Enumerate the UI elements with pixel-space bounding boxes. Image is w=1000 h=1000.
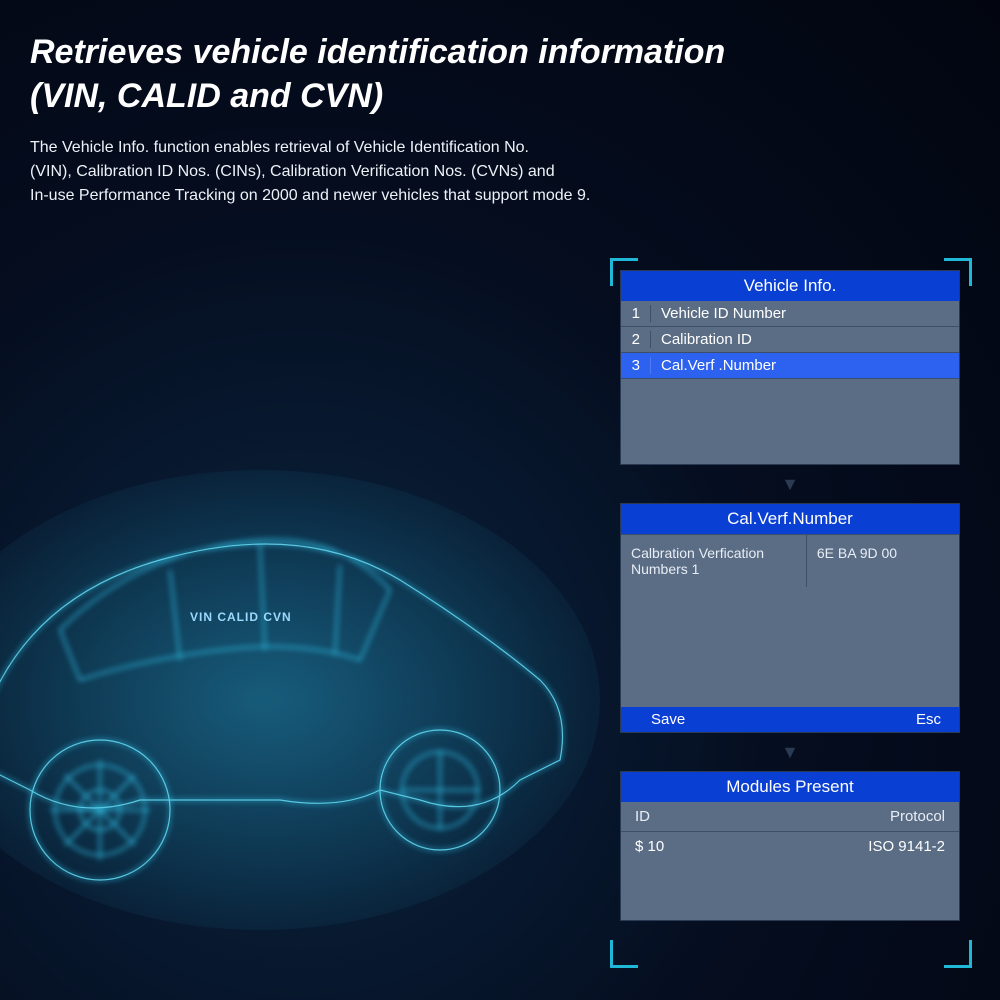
module-protocol-value: ISO 9141-2 <box>868 838 945 855</box>
page-title: Retrieves vehicle identification informa… <box>30 30 970 118</box>
page-description: The Vehicle Info. function enables retri… <box>30 136 730 208</box>
module-id-value: $ 10 <box>635 838 664 855</box>
cvn-value: 6E BA 9D 00 <box>807 535 959 587</box>
menu-item-calibration-id[interactable]: 2 Calibration ID <box>621 327 959 353</box>
chevron-down-icon: ▼ <box>620 475 960 493</box>
col-id: ID <box>635 808 650 825</box>
title-line-1: Retrieves vehicle identification informa… <box>30 33 725 71</box>
save-button[interactable]: Save <box>651 711 685 728</box>
menu-item-cal-verf-number[interactable]: 3 Cal.Verf .Number <box>621 353 959 379</box>
vehicle-info-panel: Vehicle Info. 1 Vehicle ID Number 2 Cali… <box>620 270 960 465</box>
table-row: $ 10 ISO 9141-2 <box>621 832 959 861</box>
table-header-row: ID Protocol <box>621 802 959 832</box>
col-protocol: Protocol <box>890 808 945 825</box>
menu-item-vin[interactable]: 1 Vehicle ID Number <box>621 301 959 327</box>
car-overlay-label: VIN CALID CVN <box>190 610 292 624</box>
panel-title: Modules Present <box>621 772 959 802</box>
cal-verf-number-panel: Cal.Verf.Number Calbration Verfication N… <box>620 503 960 733</box>
esc-button[interactable]: Esc <box>916 711 941 728</box>
modules-present-panel: Modules Present ID Protocol $ 10 ISO 914… <box>620 771 960 921</box>
chevron-down-icon: ▼ <box>620 743 960 761</box>
panel-title: Vehicle Info. <box>621 271 959 301</box>
car-wireframe-image <box>0 380 600 940</box>
cvn-label: Calbration Verfication Numbers 1 <box>621 535 807 587</box>
title-line-2: (VIN, CALID and CVN) <box>30 77 383 115</box>
panel-title: Cal.Verf.Number <box>621 504 959 534</box>
device-screens-stack: Vehicle Info. 1 Vehicle ID Number 2 Cali… <box>620 270 960 921</box>
